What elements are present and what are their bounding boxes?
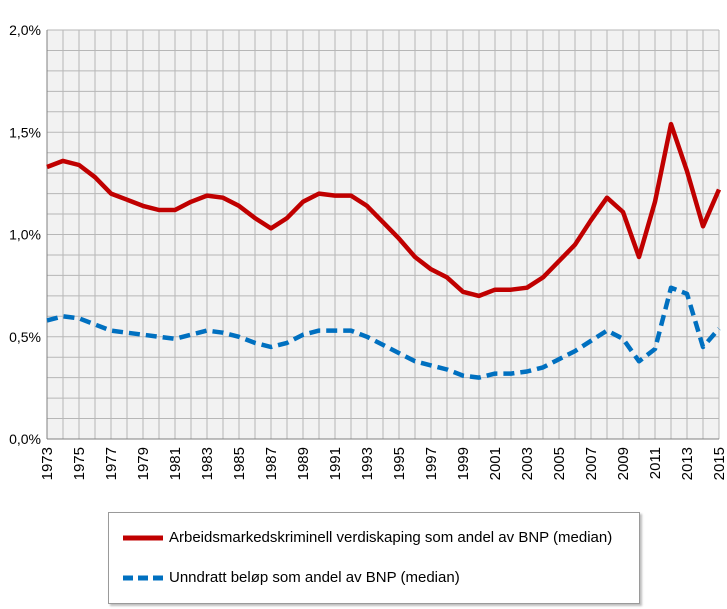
x-tick-label: 1989: [295, 447, 312, 480]
x-tick-label: 1987: [263, 447, 280, 480]
legend-label-series-2: Unndratt beløp som andel av BNP (median): [169, 569, 460, 586]
series-line-1: [46, 121, 722, 299]
x-tick-label: 2005: [551, 447, 568, 480]
legend-swatch-series-2: [123, 575, 163, 580]
x-tick-label: 1997: [423, 447, 440, 480]
x-tick-label: 2003: [519, 447, 536, 480]
y-tick-label: 2,0%: [9, 22, 41, 38]
line-chart: 0,0% 0,5% 1,0% 1,5% 2,0% 1973 1975 1977 1979 198…: [9, 22, 727, 480]
y-tick-label: 0,0%: [9, 431, 41, 447]
x-tick-label: 1975: [71, 447, 88, 480]
x-tick-label: 1981: [167, 447, 184, 480]
x-tick-label: 2015: [711, 447, 727, 480]
x-tick-label: 2009: [615, 447, 632, 480]
x-tick-label: 1993: [359, 447, 376, 480]
legend-label-series-1: Arbeidsmarkedskriminell verdiskaping som…: [169, 529, 613, 546]
y-tick-label: 0,5%: [9, 329, 41, 345]
y-tick-label: 1,5%: [9, 124, 41, 140]
x-tick-label: 2007: [583, 447, 600, 480]
series-lines: [46, 121, 722, 380]
x-tick-label: 1983: [199, 447, 216, 480]
x-axis-tick-labels: 1973 1975 1977 1979 1981 1983 1985 1987 1989 1991…: [39, 447, 727, 480]
x-tick-label: 1973: [39, 447, 56, 480]
legend-entry-series-2: Unndratt beløp som andel av BNP (median): [123, 569, 460, 586]
x-tick-label: 1999: [455, 447, 472, 480]
x-tick-label: 1979: [135, 447, 152, 480]
x-tick-label: 2001: [487, 447, 504, 480]
x-tick-label: 2011: [647, 447, 664, 479]
legend-swatch-series-1: [123, 535, 163, 540]
gridlines: [46, 29, 720, 440]
x-tick-label: 1995: [391, 447, 408, 480]
x-tick-label: 2013: [679, 447, 696, 480]
y-axis-tick-labels: 0,0% 0,5% 1,0% 1,5% 2,0%: [9, 22, 41, 447]
series-line-2: [46, 285, 721, 380]
x-tick-label: 1977: [103, 447, 120, 480]
y-tick-label: 1,0%: [9, 227, 41, 243]
legend-entry-series-1: Arbeidsmarkedskriminell verdiskaping som…: [123, 529, 612, 546]
legend: Arbeidsmarkedskriminell verdiskaping som…: [108, 512, 640, 604]
x-tick-label: 1991: [327, 447, 344, 480]
x-tick-label: 1985: [231, 447, 248, 480]
